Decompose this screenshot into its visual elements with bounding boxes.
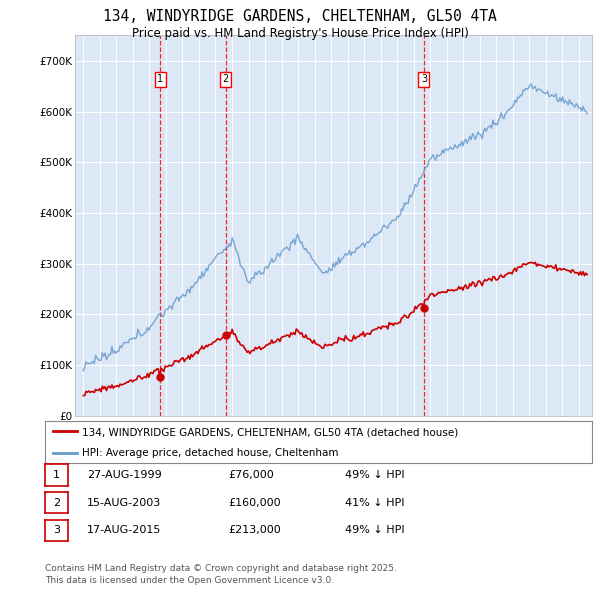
Text: £213,000: £213,000 — [228, 526, 281, 535]
Text: Price paid vs. HM Land Registry's House Price Index (HPI): Price paid vs. HM Land Registry's House … — [131, 27, 469, 40]
Text: 3: 3 — [421, 74, 427, 84]
Text: 134, WINDYRIDGE GARDENS, CHELTENHAM, GL50 4TA: 134, WINDYRIDGE GARDENS, CHELTENHAM, GL5… — [103, 9, 497, 24]
Text: 27-AUG-1999: 27-AUG-1999 — [87, 470, 162, 480]
Text: Contains HM Land Registry data © Crown copyright and database right 2025.
This d: Contains HM Land Registry data © Crown c… — [45, 565, 397, 585]
Text: 49% ↓ HPI: 49% ↓ HPI — [345, 470, 404, 480]
Text: 1: 1 — [157, 74, 163, 84]
Text: 3: 3 — [53, 526, 60, 535]
Text: 2: 2 — [53, 498, 60, 507]
Text: 15-AUG-2003: 15-AUG-2003 — [87, 498, 161, 507]
Text: £76,000: £76,000 — [228, 470, 274, 480]
Text: 49% ↓ HPI: 49% ↓ HPI — [345, 526, 404, 535]
Text: 134, WINDYRIDGE GARDENS, CHELTENHAM, GL50 4TA (detached house): 134, WINDYRIDGE GARDENS, CHELTENHAM, GL5… — [82, 427, 458, 437]
Text: 1: 1 — [53, 470, 60, 480]
Text: 2: 2 — [223, 74, 229, 84]
Text: £160,000: £160,000 — [228, 498, 281, 507]
Text: HPI: Average price, detached house, Cheltenham: HPI: Average price, detached house, Chel… — [82, 448, 339, 458]
Text: 41% ↓ HPI: 41% ↓ HPI — [345, 498, 404, 507]
Text: 17-AUG-2015: 17-AUG-2015 — [87, 526, 161, 535]
